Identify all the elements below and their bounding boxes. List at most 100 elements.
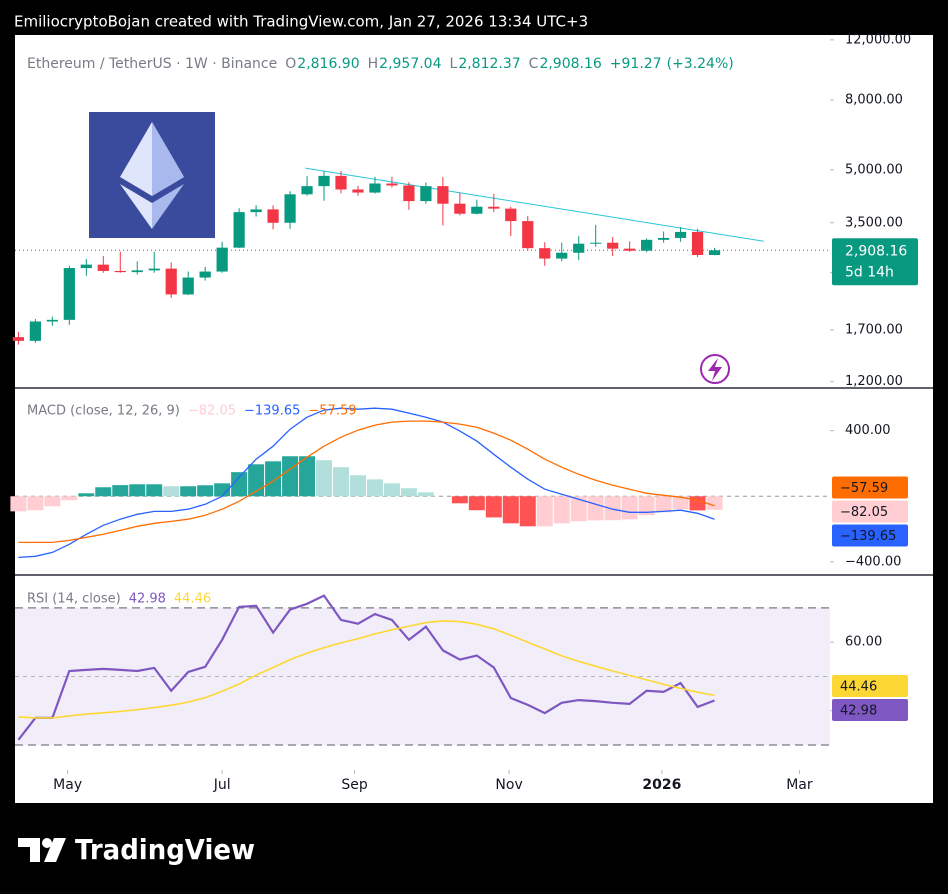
eth-logo xyxy=(89,112,215,238)
legend-key: O xyxy=(285,56,296,72)
histogram-bar xyxy=(638,496,655,516)
histogram-bar xyxy=(706,496,723,510)
candle-body xyxy=(352,189,364,193)
histogram-bar xyxy=(655,496,672,513)
histogram-bar xyxy=(468,496,485,511)
candle-body xyxy=(97,264,109,271)
histogram-bar xyxy=(570,496,587,522)
legend-value: 42.98 xyxy=(129,592,166,607)
y-tick-label: 8,000.00 xyxy=(845,93,903,108)
candle-body xyxy=(182,277,194,295)
trendline xyxy=(305,167,764,242)
histogram-bar xyxy=(536,496,553,527)
candle-body xyxy=(369,183,381,193)
histogram-bar xyxy=(129,484,146,497)
x-tick-label: 2026 xyxy=(642,777,681,793)
candle-body xyxy=(573,243,585,253)
candle-body xyxy=(80,264,92,269)
histogram-bar xyxy=(299,456,316,497)
candle-body xyxy=(471,206,483,214)
icon-ring xyxy=(700,354,730,384)
histogram-bar xyxy=(10,496,27,512)
histogram-bar xyxy=(95,487,112,497)
candle-body xyxy=(233,212,245,248)
countdown-label: 5d 14h xyxy=(845,264,894,280)
logo-mark xyxy=(42,838,52,848)
histogram-bar xyxy=(316,460,333,497)
histogram-bar xyxy=(231,472,248,497)
candle-body xyxy=(420,186,432,202)
candle-body xyxy=(250,209,262,213)
indicator-line xyxy=(18,407,715,559)
candle-body xyxy=(658,237,670,240)
histogram-bar xyxy=(451,496,468,504)
histogram-bar xyxy=(383,483,400,497)
legend-key: L xyxy=(450,56,458,72)
caption: EmiliocryptoBojan created with TradingVi… xyxy=(14,13,588,31)
histogram-bar xyxy=(61,496,78,501)
logo-shape xyxy=(120,184,152,229)
y-tick-label: 400.00 xyxy=(845,423,891,438)
histogram-bar xyxy=(282,456,299,497)
histogram-bar xyxy=(197,485,214,497)
candle-body xyxy=(199,271,211,278)
candle-body xyxy=(165,268,177,295)
candle-body xyxy=(708,250,721,256)
candle-body xyxy=(488,206,500,209)
candle-body xyxy=(318,175,330,187)
candle-body xyxy=(335,175,347,190)
x-tick-label: Mar xyxy=(786,777,813,793)
y-tick-label: 5,000.00 xyxy=(845,162,903,177)
candle-body xyxy=(556,252,568,259)
histogram-bar xyxy=(265,461,282,497)
y-tick-label: 1,700.00 xyxy=(845,322,903,337)
logo-mark xyxy=(18,838,40,862)
candle-body xyxy=(131,270,143,273)
histogram-bar xyxy=(146,484,163,497)
histogram-bar xyxy=(112,485,129,497)
candle-body xyxy=(403,185,415,202)
alert-icon xyxy=(700,354,730,384)
histogram-bar xyxy=(27,496,44,511)
candle-body xyxy=(691,231,704,256)
candle-body xyxy=(284,194,296,223)
y-tick-label: 12,000.00 xyxy=(845,32,911,47)
price-badge xyxy=(832,476,908,499)
price-badge xyxy=(832,238,918,286)
x-tick-label: Sep xyxy=(341,777,368,793)
x-tick-label: Jul xyxy=(213,777,231,793)
candle-body xyxy=(607,242,619,249)
histogram-bar xyxy=(587,496,604,521)
price-badge-label: −82.05 xyxy=(840,505,888,520)
histogram-bar xyxy=(519,496,536,527)
candle-body xyxy=(29,321,41,341)
indicator-line xyxy=(18,420,715,544)
candle-body xyxy=(590,242,602,244)
logo-shape xyxy=(152,184,184,229)
legend-value: 2,908.16 xyxy=(539,56,601,72)
legend-title: RSI (14, close) xyxy=(27,592,121,607)
candle-body xyxy=(539,248,551,259)
histogram-bar xyxy=(44,496,61,507)
legend-change: +91.27 xyxy=(610,56,662,72)
legend-key: H xyxy=(368,56,379,72)
legend-value: 2,816.90 xyxy=(297,56,359,72)
x-tick-label: Nov xyxy=(495,777,522,793)
legend-value: −57.59 xyxy=(308,404,356,419)
candle-body xyxy=(301,186,313,195)
candle-body xyxy=(216,247,228,272)
indicator-line xyxy=(18,620,715,719)
candle-body xyxy=(522,221,534,249)
candle-body xyxy=(454,203,466,214)
x-tick-label: May xyxy=(53,777,82,793)
legend-value: 2,812.37 xyxy=(458,56,520,72)
logo-mark xyxy=(44,838,66,862)
histogram-bar xyxy=(333,467,349,497)
candle-body xyxy=(46,319,58,322)
price-badge xyxy=(832,500,908,523)
candle-body xyxy=(148,268,160,271)
histogram-bar xyxy=(604,496,621,521)
histogram-bar xyxy=(417,492,434,497)
histogram-bar xyxy=(621,496,638,520)
y-tick-label: 60.00 xyxy=(845,635,882,650)
